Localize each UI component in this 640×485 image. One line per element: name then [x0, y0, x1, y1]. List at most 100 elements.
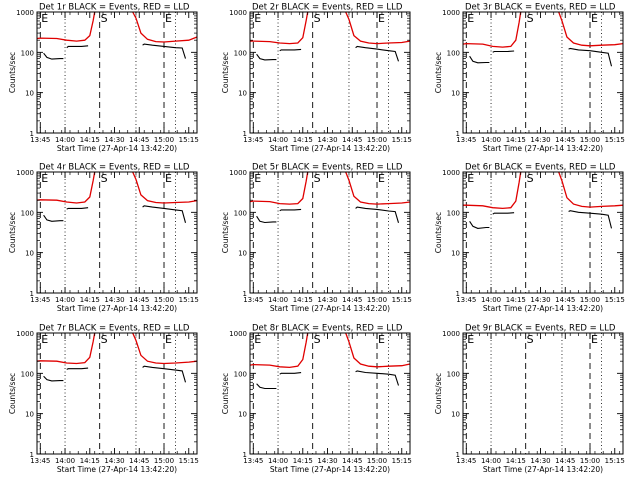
- y-tick-label: 1: [243, 451, 247, 459]
- event-marker-label: E: [254, 12, 261, 25]
- events-series-line: [142, 205, 187, 223]
- x-tick-label: 14:30: [104, 136, 124, 144]
- lld-series-line: [558, 11, 624, 47]
- y-tick-label: 1000: [442, 9, 460, 17]
- event-marker-label: S: [527, 333, 534, 346]
- event-marker-label: S: [527, 12, 534, 25]
- x-tick-label: 14:45: [342, 457, 362, 465]
- y-tick-label: 1: [30, 290, 34, 298]
- y-tick-label: 10: [25, 250, 34, 258]
- x-tick-label: 15:15: [605, 296, 625, 304]
- y-tick-label: 10: [25, 411, 34, 419]
- x-tick-label: 15:15: [179, 136, 199, 144]
- events-series-line: [142, 365, 187, 383]
- x-tick-label: 13:45: [30, 457, 50, 465]
- events-series-line: [66, 367, 89, 370]
- lld-series-line: [250, 11, 309, 45]
- x-tick-label: 14:45: [555, 457, 575, 465]
- events-series-line: [142, 43, 187, 59]
- y-axis-label: Counts/sec: [221, 212, 230, 253]
- x-tick-label: 14:30: [104, 296, 124, 304]
- y-axis-label: Counts/sec: [434, 373, 443, 414]
- x-tick-label: 15:15: [392, 457, 412, 465]
- x-tick-label: 14:45: [555, 296, 575, 304]
- x-tick-label: 15:00: [580, 457, 600, 465]
- events-series-line: [355, 45, 400, 62]
- lld-series-line: [345, 332, 411, 368]
- x-axis-label: Start Time (27-Apr-14 13:42:20): [57, 465, 177, 474]
- x-axis-label: Start Time (27-Apr-14 13:42:20): [483, 304, 603, 313]
- x-tick-label: 15:00: [367, 136, 387, 144]
- lld-series-line: [36, 11, 96, 42]
- event-marker-label: E: [467, 172, 474, 185]
- x-axis-label: Start Time (27-Apr-14 13:42:20): [270, 304, 390, 313]
- x-tick-label: 15:00: [580, 296, 600, 304]
- plot-frame: [462, 171, 624, 294]
- lld-series-line: [36, 171, 96, 204]
- event-marker-label: E: [591, 12, 598, 25]
- x-tick-label: 14:30: [317, 457, 337, 465]
- events-series-line: [469, 55, 490, 64]
- x-tick-label: 14:30: [530, 296, 550, 304]
- y-tick-label: 100: [447, 370, 460, 378]
- x-tick-label: 14:00: [268, 136, 288, 144]
- panel-title: Det 1r BLACK = Events, RED = LLD: [39, 3, 190, 13]
- y-tick-label: 1000: [229, 9, 247, 17]
- y-tick-label: 1: [456, 290, 460, 298]
- lld-series-line: [249, 332, 309, 369]
- x-tick-label: 13:45: [30, 136, 50, 144]
- y-tick-label: 10: [238, 90, 247, 98]
- x-tick-label: 14:00: [55, 296, 75, 304]
- panel-title: Det 4r BLACK = Events, RED = LLD: [39, 163, 190, 173]
- x-tick-label: 14:30: [530, 457, 550, 465]
- x-tick-label: 13:45: [456, 136, 476, 144]
- x-tick-label: 14:45: [129, 136, 149, 144]
- x-axis-label: Start Time (27-Apr-14 13:42:20): [270, 144, 390, 153]
- y-axis-label: Counts/sec: [8, 52, 17, 93]
- event-marker-label: E: [41, 333, 48, 346]
- events-series-line: [279, 208, 302, 212]
- event-marker-label: S: [527, 172, 534, 185]
- x-tick-label: 13:45: [243, 296, 263, 304]
- panel-title: Det 3r BLACK = Events, RED = LLD: [465, 3, 616, 13]
- x-tick-label: 15:00: [154, 457, 174, 465]
- y-tick-label: 1000: [16, 9, 34, 17]
- panel-title: Det 2r BLACK = Events, RED = LLD: [252, 3, 403, 13]
- y-tick-label: 1000: [16, 330, 34, 338]
- x-tick-label: 14:00: [481, 136, 501, 144]
- y-tick-label: 1000: [442, 169, 460, 177]
- y-axis-label: Counts/sec: [221, 373, 230, 414]
- lld-series-line: [462, 11, 522, 48]
- event-marker-label: S: [314, 333, 321, 346]
- x-tick-label: 14:15: [80, 136, 100, 144]
- y-tick-label: 10: [25, 90, 34, 98]
- x-tick-label: 15:15: [179, 457, 199, 465]
- x-tick-label: 14:15: [80, 457, 100, 465]
- y-tick-label: 1: [243, 130, 247, 138]
- x-axis-label: Start Time (27-Apr-14 13:42:20): [270, 465, 390, 474]
- y-tick-label: 10: [451, 90, 460, 98]
- y-axis-label: Counts/sec: [434, 212, 443, 253]
- x-tick-label: 14:45: [129, 296, 149, 304]
- panel-title: Det 7r BLACK = Events, RED = LLD: [39, 324, 190, 334]
- y-tick-label: 100: [234, 49, 247, 57]
- x-tick-label: 14:15: [506, 136, 526, 144]
- events-series-line: [256, 383, 277, 390]
- x-tick-label: 14:45: [129, 457, 149, 465]
- x-tick-label: 14:15: [506, 296, 526, 304]
- event-marker-label: S: [101, 333, 108, 346]
- x-tick-label: 13:45: [456, 296, 476, 304]
- y-tick-label: 1000: [229, 169, 247, 177]
- y-tick-label: 10: [451, 250, 460, 258]
- events-series-line: [355, 206, 400, 223]
- y-tick-label: 1000: [16, 169, 34, 177]
- y-tick-label: 100: [21, 209, 34, 217]
- plot-frame: [249, 332, 411, 455]
- x-tick-label: 14:00: [268, 296, 288, 304]
